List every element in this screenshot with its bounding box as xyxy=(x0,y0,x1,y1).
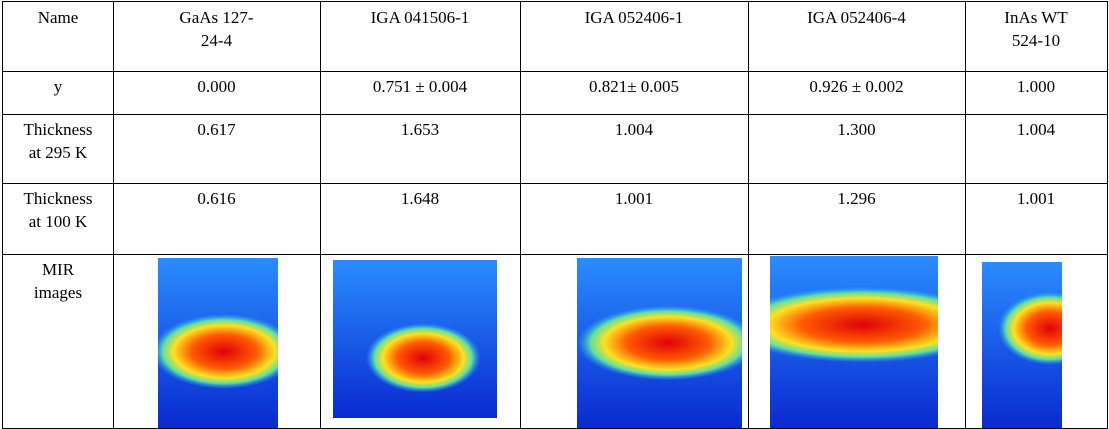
header-cell: GaAs 127-24-4 xyxy=(113,1,321,72)
mir-image xyxy=(982,262,1062,428)
cell-text: 0.000 xyxy=(197,77,236,96)
table-cell: 1.004 xyxy=(965,114,1108,184)
cell-text: 1.001 xyxy=(614,189,654,208)
cell-text: 1.004 xyxy=(614,120,654,139)
table-cell: 0.000 xyxy=(113,71,321,115)
header-cell: Name xyxy=(2,1,114,72)
table-cell: Thickness at 295 K xyxy=(2,114,114,184)
table-cell: 1.001 xyxy=(965,183,1108,255)
table-cell: y xyxy=(2,71,114,115)
cell-text: Name xyxy=(37,8,79,27)
table-cell: 1.300 xyxy=(748,114,966,184)
cell-text: 1.001 xyxy=(1016,189,1056,208)
cell-text: 0.751 ± 0.004 xyxy=(372,77,468,96)
cell-text: 1.296 xyxy=(837,189,876,208)
table-cell: 0.821± 0.005 xyxy=(520,71,749,115)
header-cell: IGA 052406-4 xyxy=(748,1,966,72)
table-cell: Thickness at 100 K xyxy=(2,183,114,255)
cell-text: GaAs 127-24-4 xyxy=(179,8,254,50)
cell-text: 1.000 xyxy=(1016,77,1056,96)
cell-text: IGA 052406-4 xyxy=(807,8,906,27)
mir-image xyxy=(770,256,938,428)
cell-text: 0.926 ± 0.002 xyxy=(809,77,904,96)
table-cell: 1.648 xyxy=(320,183,521,255)
cell-text: MIR images xyxy=(33,260,83,302)
mir-image xyxy=(333,260,497,418)
header-cell: IGA 041506-1 xyxy=(320,1,521,72)
header-cell: IGA 052406-1 xyxy=(520,1,749,72)
cell-text: 1.004 xyxy=(1016,120,1056,139)
cell-text: IGA 052406-1 xyxy=(584,8,684,27)
cell-text: y xyxy=(53,77,63,96)
cell-text: IGA 041506-1 xyxy=(370,8,470,27)
table-cell: 1.000 xyxy=(965,71,1108,115)
cell-text: 0.616 xyxy=(197,189,236,208)
cell-text: 1.648 xyxy=(400,189,440,208)
table-cell: 1.004 xyxy=(520,114,749,184)
table-cell: 0.751 ± 0.004 xyxy=(320,71,521,115)
table-cell: 1.653 xyxy=(320,114,521,184)
cell-text: 0.617 xyxy=(197,120,236,139)
table-cell: 1.296 xyxy=(748,183,966,255)
cell-text: 0.821± 0.005 xyxy=(588,77,680,96)
table-cell: 0.926 ± 0.002 xyxy=(748,71,966,115)
cell-text: Thickness at 100 K xyxy=(23,189,93,231)
cell-text: InAs WT 524-10 xyxy=(1004,8,1068,50)
header-cell: MIR images xyxy=(2,254,114,429)
table-cell: 1.001 xyxy=(520,183,749,255)
table-cell: 0.616 xyxy=(113,183,321,255)
header-cell: InAs WT 524-10 xyxy=(965,1,1108,72)
cell-text: 1.653 xyxy=(400,120,440,139)
mir-image xyxy=(577,258,742,428)
mir-image xyxy=(158,258,278,428)
table-cell: 0.617 xyxy=(113,114,321,184)
cell-text: Thickness at 295 K xyxy=(23,120,93,162)
cell-text: 1.300 xyxy=(837,120,876,139)
